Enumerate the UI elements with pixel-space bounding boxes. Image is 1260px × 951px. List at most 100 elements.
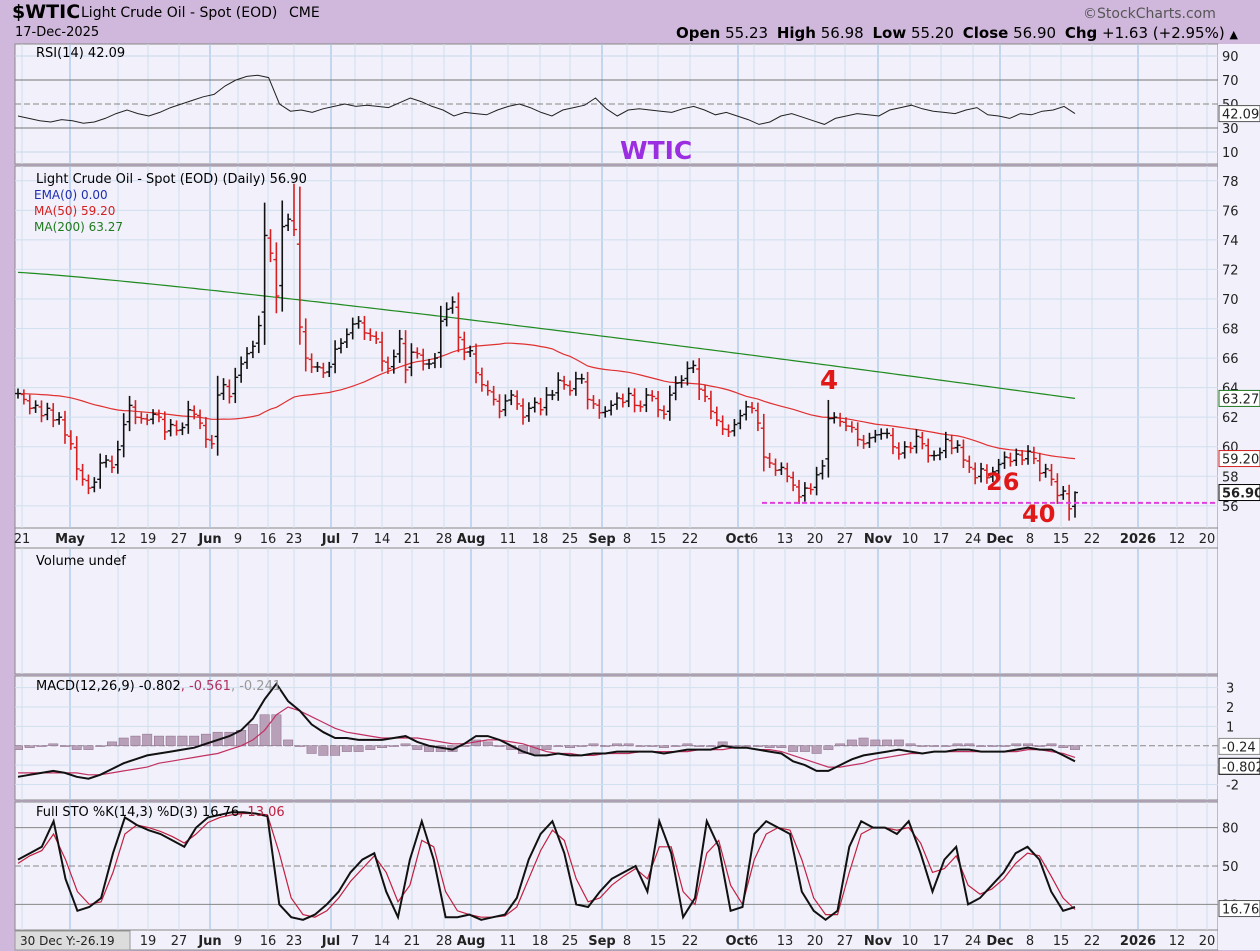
price-bar <box>144 413 151 426</box>
price-bar <box>126 395 133 432</box>
macd-histogram-bar <box>95 745 106 747</box>
price-bar <box>473 343 480 384</box>
price-bar <box>290 183 297 237</box>
price-last-value-close: 56.90 <box>1222 487 1260 502</box>
date-tick-label: Aug <box>457 934 486 949</box>
date-tick-label: 13 <box>777 532 794 547</box>
price-bar <box>232 367 239 404</box>
date-tick-label: Jul <box>321 532 341 547</box>
price-bar <box>983 464 990 484</box>
macd-histogram-bar <box>929 745 940 747</box>
price-bar <box>725 424 732 438</box>
price-bar <box>332 340 339 374</box>
macd-histogram-bar <box>177 735 188 746</box>
high-value: 56.98 <box>820 24 864 42</box>
price-bar <box>831 412 838 424</box>
rsi-last-value: 42.09 <box>1222 108 1259 123</box>
price-bar <box>414 347 421 359</box>
chart-date: 17-Dec-2025 <box>15 25 100 40</box>
date-tick-label: 27 <box>837 934 854 949</box>
price-bar <box>384 356 391 374</box>
date-tick-label: 15 <box>1053 532 1070 547</box>
price-last-value-ma200: 63.27 <box>1222 392 1259 407</box>
price-bar <box>390 349 397 374</box>
macd-histogram-bar <box>377 745 388 748</box>
price-bar <box>1030 446 1037 465</box>
price-bar <box>520 398 527 425</box>
price-bar <box>161 411 168 440</box>
price-bar <box>907 441 914 454</box>
price-bar <box>1025 445 1032 465</box>
price-bar <box>296 186 303 345</box>
price-bar <box>895 442 902 460</box>
price-bar <box>696 358 703 401</box>
date-tick-label: 15 <box>650 934 667 949</box>
macd-last-value: -0.24 <box>1222 740 1256 755</box>
macd-histogram-bar <box>224 731 235 746</box>
date-tick-label: 10 <box>902 532 919 547</box>
rsi-line <box>17 74 1076 125</box>
macd-histogram-bar <box>189 735 200 746</box>
date-tick-label: 12 <box>1169 532 1186 547</box>
price-bar <box>320 362 327 378</box>
price-bar <box>1019 449 1026 466</box>
price-bar <box>373 331 380 344</box>
price-panel <box>14 165 1219 529</box>
price-bar <box>179 422 186 436</box>
date-tick-label: 6 <box>750 934 758 949</box>
date-tick-label: 25 <box>562 532 579 547</box>
sto-axis-tick: 50 <box>1222 860 1239 875</box>
price-bar <box>566 380 573 396</box>
collapse-arrow-icon[interactable]: ▲ <box>1229 28 1238 41</box>
date-tick-label: 22 <box>682 532 699 547</box>
instrument-name: Light Crude Oil - Spot (EOD) <box>81 5 278 21</box>
macd-legend-main: MACD(12,26,9) -0.802 <box>36 679 181 694</box>
price-bar <box>819 459 826 480</box>
price-bar <box>719 415 726 436</box>
macd-histogram-bar <box>670 745 681 747</box>
chg-label: Chg <box>1064 24 1098 42</box>
price-bar <box>208 434 215 449</box>
price-bar <box>97 453 104 489</box>
price-axis-tick: 72 <box>1222 263 1239 278</box>
date-tick-label: 21 <box>14 532 31 547</box>
macd-legend: MACD(12,26,9) -0.802, -0.561, -0.241 <box>36 679 281 694</box>
macd-histogram-bar <box>658 745 669 748</box>
macd-histogram-bar <box>200 733 211 746</box>
price-bar <box>285 213 292 232</box>
sto-legend-main: Full STO %K(14,3) %D(3) 16.76 <box>36 805 239 820</box>
price-axis-tick: 76 <box>1222 204 1239 219</box>
brand-logo[interactable]: ©StockCharts.com <box>1083 6 1216 22</box>
macd-histogram-bar <box>882 739 893 746</box>
price-bar <box>349 317 356 340</box>
price-bar <box>67 430 74 450</box>
macd-histogram-bar <box>682 743 693 746</box>
price-bar <box>73 436 80 481</box>
date-tick-label: 25 <box>562 934 579 949</box>
price-bar <box>537 397 544 416</box>
crosshair-readout-box <box>14 930 131 951</box>
price-bar <box>167 419 174 437</box>
open-label: Open <box>676 24 721 42</box>
date-tick-label: 24 <box>965 532 982 547</box>
chart-title: WTIC <box>620 136 692 165</box>
date-tick-label: Sep <box>588 532 616 547</box>
price-bar <box>913 429 920 454</box>
price-bar <box>26 394 33 415</box>
price-bar <box>684 361 691 386</box>
chart-header: $WTIC Light Crude Oil - Spot (EOD) CME 1… <box>0 0 1260 44</box>
date-tick-label: Jun <box>197 934 221 949</box>
price-bar <box>490 385 497 406</box>
price-bar <box>91 477 98 493</box>
price-bar <box>860 434 867 449</box>
price-bar <box>108 455 115 473</box>
price-bar <box>437 305 444 368</box>
date-tick-label: 8 <box>1026 934 1034 949</box>
price-bar <box>44 402 51 421</box>
macd-histogram-bar <box>60 745 70 747</box>
price-bar <box>461 331 468 361</box>
date-tick-label: 24 <box>965 934 982 949</box>
price-axis-tick: 62 <box>1222 411 1239 426</box>
macd-histogram-bar <box>952 743 963 746</box>
date-tick-label: Oct <box>726 934 751 949</box>
